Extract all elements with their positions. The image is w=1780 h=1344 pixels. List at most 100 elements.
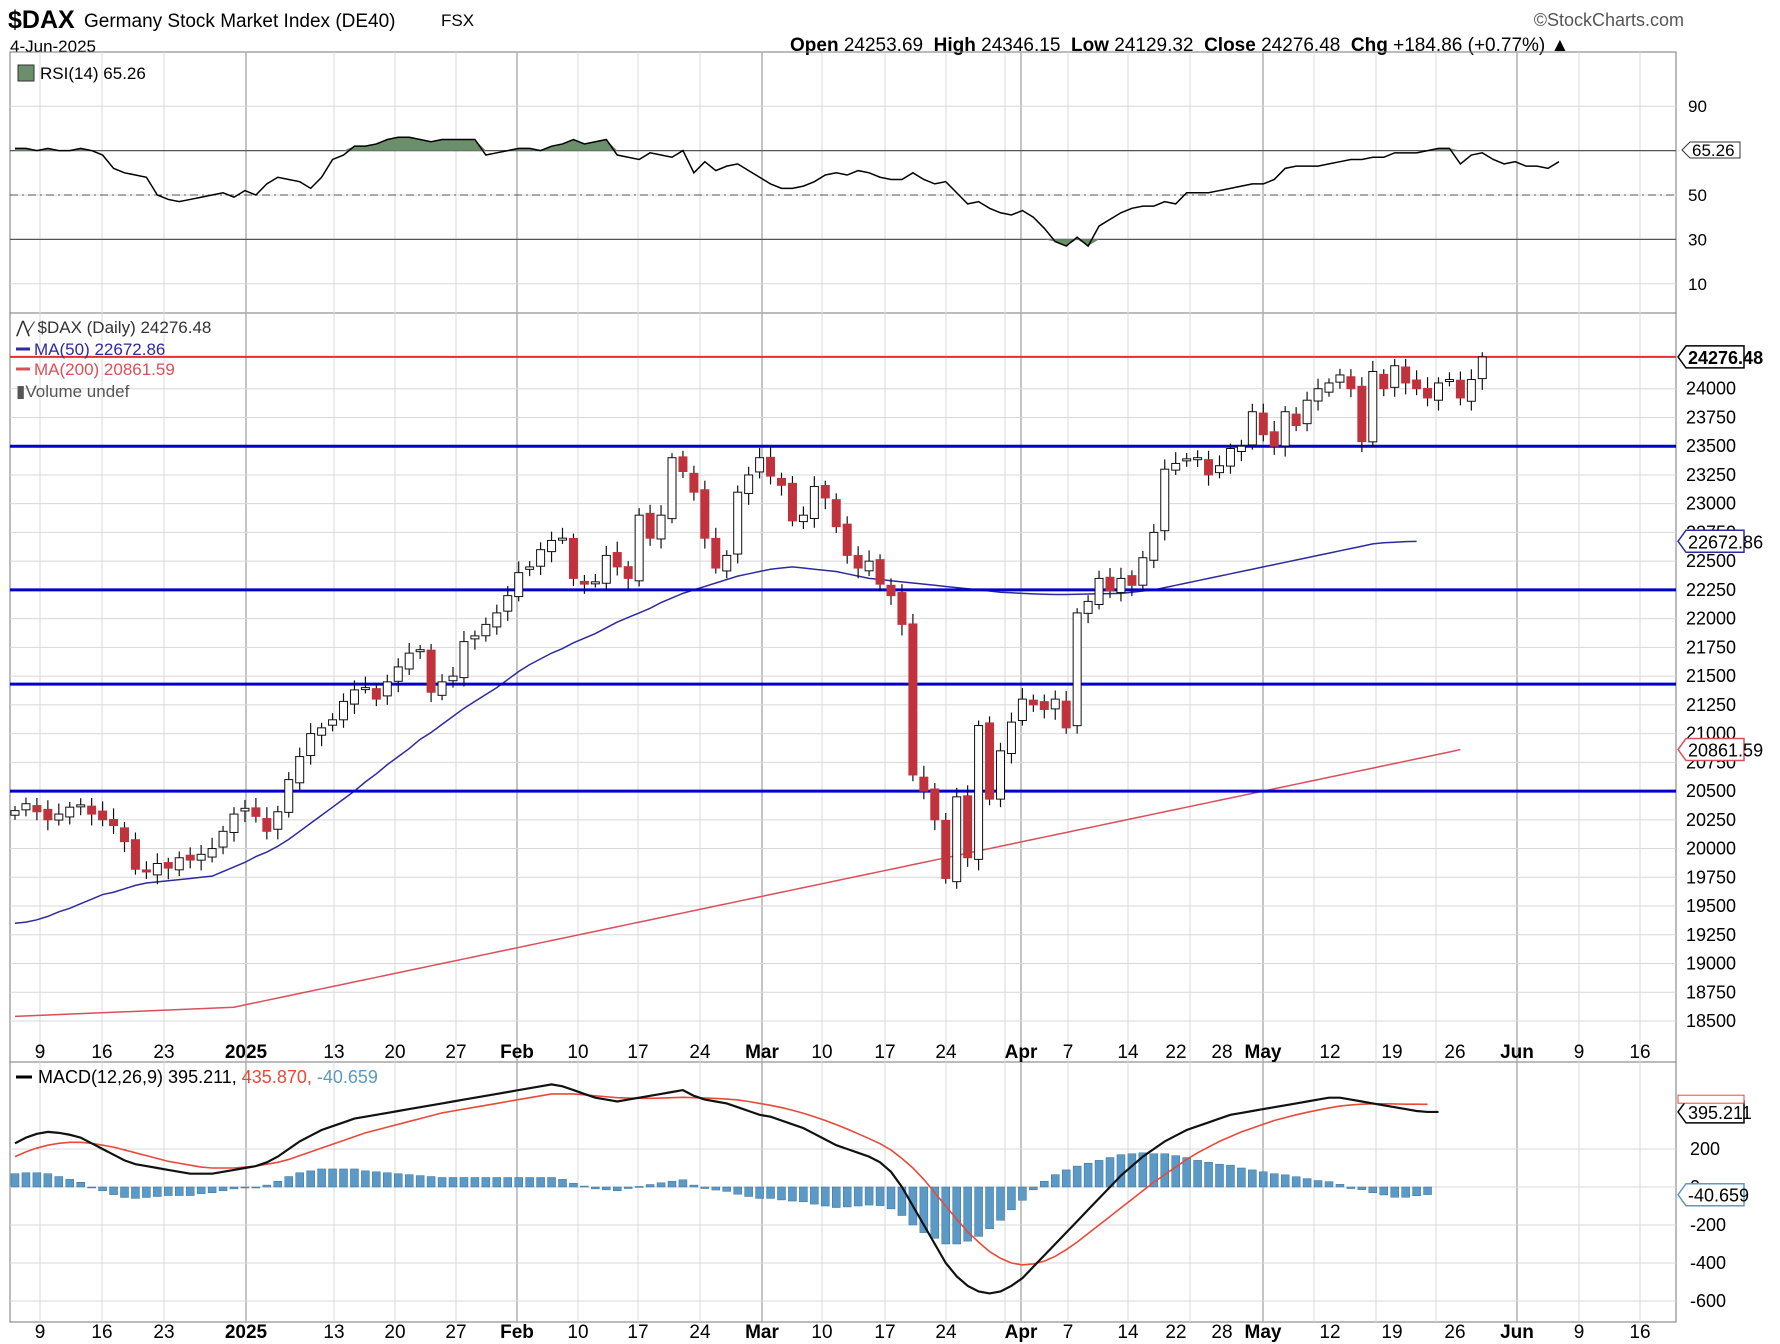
x-tick-label-lower: Mar	[745, 1322, 779, 1343]
macd-histogram-bar	[744, 1186, 753, 1197]
candle-down	[163, 862, 173, 869]
macd-histogram-bar	[1291, 1176, 1301, 1188]
price-tick-label: 19750	[1686, 867, 1736, 887]
x-tick-label: 13	[323, 1042, 344, 1063]
x-tick-label-lower: 24	[935, 1322, 957, 1343]
ma50-line	[14, 540, 1417, 925]
candle-up	[798, 514, 808, 523]
candle-up	[1324, 382, 1334, 393]
macd-histogram-bar	[1302, 1178, 1312, 1188]
price-tick-label: 22250	[1686, 580, 1736, 600]
x-tick-label: Apr	[1005, 1042, 1038, 1063]
macd-histogram-bar	[372, 1171, 381, 1188]
macd-histogram-bar	[645, 1184, 655, 1188]
candle-down	[1127, 575, 1137, 586]
macd-histogram-bar	[842, 1186, 852, 1208]
candle-down	[689, 472, 699, 493]
candle-up	[1477, 356, 1487, 380]
ticker-symbol: $DAX	[8, 6, 75, 34]
macd-histogram-bar	[602, 1186, 611, 1191]
x-tick-label-lower: 16	[1629, 1322, 1650, 1343]
macd-histogram-bar	[251, 1186, 261, 1189]
x-tick-label: 9	[35, 1042, 46, 1063]
candle-up	[1149, 531, 1159, 561]
macd-histogram-bar	[591, 1186, 600, 1190]
candle-down	[1061, 700, 1071, 729]
price-tick-label: 18500	[1686, 1011, 1736, 1031]
macd-tick-label: -400	[1690, 1253, 1726, 1273]
rsi-tick-label: 30	[1688, 230, 1707, 249]
macd-histogram-bar	[1193, 1160, 1202, 1188]
macd-histogram-bar	[985, 1186, 994, 1230]
close-label: Close	[1204, 35, 1256, 56]
macd-histogram-bar	[1160, 1153, 1169, 1188]
up-arrow-icon: ▲	[1550, 35, 1570, 56]
candle-up	[470, 635, 480, 640]
candle-down	[1204, 459, 1214, 476]
candle-down	[886, 584, 896, 597]
candle-down	[141, 869, 151, 873]
macd-histogram-bar	[448, 1177, 458, 1188]
candle-up	[1094, 577, 1104, 605]
macd-hist-value-tag	[1677, 1182, 1745, 1207]
macd-histogram-bar	[273, 1181, 283, 1188]
x-tick-label-lower: 22	[1165, 1322, 1186, 1343]
macd-histogram-bar	[1138, 1152, 1148, 1188]
macd-histogram-bar	[295, 1172, 304, 1188]
macd-histogram-bar	[963, 1186, 972, 1242]
x-tick-label: Jun	[1500, 1042, 1534, 1063]
macd-histogram-bar	[1368, 1186, 1378, 1193]
candle-up	[558, 537, 567, 541]
candle-up	[273, 811, 283, 830]
macd-legend: MACD(12,26,9) 395.211, 435.870, -40.659	[38, 1067, 378, 1087]
x-tick-label-lower: 10	[567, 1322, 588, 1343]
candle-up	[1072, 612, 1082, 727]
ma200-value-tag	[1677, 737, 1745, 762]
macd-histogram-bar	[87, 1186, 96, 1189]
macd-histogram-bar	[306, 1170, 315, 1188]
macd-histogram-bar	[131, 1186, 140, 1199]
candle-down	[1455, 379, 1465, 399]
macd-histogram-bar	[755, 1186, 764, 1199]
candle-down	[1291, 413, 1301, 427]
candle-up	[459, 641, 469, 679]
macd-histogram-bar	[1116, 1154, 1126, 1188]
candle-up	[339, 700, 348, 721]
macd-histogram-bar	[415, 1175, 425, 1188]
candle-down	[1357, 385, 1367, 443]
candle-down	[766, 456, 776, 477]
macd-histogram-bar	[1423, 1186, 1432, 1195]
macd-histogram-bar	[164, 1186, 173, 1196]
macd-tick-label: -600	[1690, 1291, 1726, 1311]
candle-down	[963, 795, 973, 859]
macd-histogram-bar	[1061, 1169, 1071, 1188]
x-tick-label: Feb	[500, 1042, 534, 1063]
candle-up	[744, 474, 754, 494]
candle-up	[525, 566, 535, 570]
macd-histogram-bar	[492, 1177, 502, 1188]
x-tick-label-lower: 17	[874, 1322, 895, 1343]
ma200-line	[233, 748, 1461, 1008]
x-tick-label: 28	[1211, 1042, 1232, 1063]
price-tick-label: 23250	[1686, 465, 1736, 485]
macd-histogram-bar	[974, 1186, 983, 1237]
candle-down	[985, 722, 995, 800]
x-tick-label: 22	[1165, 1042, 1186, 1063]
candle-up	[1313, 388, 1323, 402]
macd-histogram-bar	[1182, 1157, 1191, 1188]
x-tick-label: 10	[567, 1042, 588, 1063]
candle-up	[1335, 374, 1345, 383]
candle-up	[54, 813, 64, 821]
candle-down	[831, 499, 841, 528]
candle-up	[76, 804, 86, 808]
macd-hist-value-tag-label: -40.659	[1688, 1186, 1749, 1206]
macd-histogram-bar	[218, 1186, 228, 1192]
macd-histogram-bar	[317, 1168, 326, 1188]
macd-histogram-bar	[1357, 1186, 1367, 1190]
macd-histogram-bar	[941, 1186, 950, 1245]
candle-up	[1280, 411, 1290, 447]
candle-up	[809, 485, 819, 520]
candle-up	[656, 514, 666, 540]
rsi-overbought-fill	[15, 137, 1559, 151]
candle-up	[393, 666, 403, 682]
